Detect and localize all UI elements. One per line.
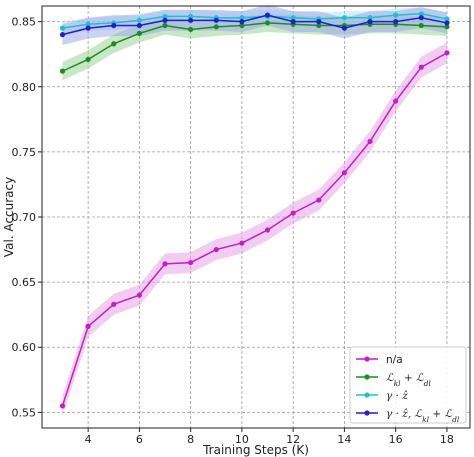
series-3-point — [136, 22, 142, 29]
series-1-point — [59, 68, 66, 74]
series-0-point — [290, 210, 296, 216]
series-2-point — [341, 15, 348, 21]
series-2-point — [136, 17, 142, 23]
series-1-point — [316, 22, 322, 29]
x-tick-label: 16 — [389, 433, 403, 446]
axis-ticks: 4 6 8 10 12 14 16 18 0.55 0.60 0.65 0.70 0.75 0.80 0.8… — [12, 16, 454, 446]
series-3-point — [290, 19, 296, 25]
series-1-point — [111, 41, 117, 47]
series-1-point — [162, 22, 168, 29]
series-1-point — [188, 26, 194, 33]
series-2-point — [444, 16, 450, 22]
y-tick-label: 0.55 — [12, 406, 37, 419]
y-tick-label: 0.60 — [12, 341, 37, 354]
series-3-point — [444, 20, 450, 26]
series-3-point — [59, 32, 66, 38]
legend-swatch-marker — [364, 356, 370, 362]
series-0-band — [62, 42, 447, 417]
series-3-point — [111, 22, 117, 29]
series-1-point — [136, 30, 142, 36]
y-tick-label: 0.75 — [12, 146, 37, 159]
series-0-point — [264, 227, 271, 233]
series-3-point — [85, 25, 91, 31]
series-2-point — [85, 21, 91, 27]
series-2-point — [418, 11, 424, 17]
legend-swatch-marker — [364, 410, 370, 416]
series-3-line — [62, 14, 448, 36]
x-tick-label: 10 — [235, 433, 249, 446]
series-3-point — [316, 19, 322, 25]
series-0-line — [61, 52, 448, 407]
series-1-point — [444, 24, 450, 30]
series-3-point — [341, 25, 348, 31]
series-0-point — [367, 138, 373, 145]
series-2-point — [367, 15, 373, 21]
legend-label: γ · ẑ — [386, 389, 408, 402]
series-3-point — [162, 17, 168, 23]
series-0-point — [188, 259, 194, 266]
legend-swatch-marker — [364, 392, 370, 398]
x-tick-label: 6 — [136, 433, 143, 446]
series-0-point — [444, 50, 450, 56]
series-1-point — [264, 20, 271, 26]
series-3-point — [213, 17, 219, 23]
series-2-point — [162, 13, 168, 20]
x-tick-label: 12 — [286, 433, 300, 446]
y-tick-label: 0.70 — [12, 211, 37, 224]
legend-label: γ · ẑ, ℒkl + ℒdl — [386, 407, 460, 424]
series-0-point — [239, 240, 245, 246]
legend-swatch-marker — [364, 374, 370, 380]
series-1-point — [239, 22, 245, 29]
series-0-point — [136, 292, 142, 298]
series-2-line — [62, 13, 448, 29]
series-1-line — [62, 22, 447, 72]
legend-label: n/a — [386, 354, 403, 366]
series-3-point — [239, 19, 245, 25]
series-0-point — [316, 197, 322, 203]
grid-lines — [42, 6, 470, 428]
y-tick-label: 0.85 — [12, 16, 37, 29]
y-axis-label: Val. Accuracy — [2, 177, 16, 257]
series-lines — [59, 11, 450, 409]
x-tick-label: 14 — [337, 433, 351, 446]
series-0-point — [111, 301, 117, 307]
series-2-point — [239, 15, 245, 21]
x-tick-label: 4 — [85, 433, 92, 446]
series-2-point — [290, 15, 296, 21]
legend-label: ℒkl + ℒdl — [386, 372, 431, 388]
series-2-point — [393, 12, 399, 18]
series-1-point — [418, 22, 424, 29]
x-tick-label: 18 — [440, 433, 454, 446]
series-3-point — [418, 15, 424, 21]
series-2-point — [188, 13, 194, 20]
series-3-point — [188, 17, 194, 23]
series-3-point — [264, 12, 271, 18]
y-tick-label: 0.80 — [12, 81, 37, 94]
series-0-point — [59, 403, 66, 409]
series-0-point — [162, 261, 168, 267]
series-0-point — [418, 64, 424, 70]
series-3-point — [367, 19, 373, 25]
x-tick-label: 8 — [187, 433, 194, 446]
x-axis-label: Training Steps (K) — [202, 443, 309, 457]
series-1-point — [85, 56, 91, 63]
series-3-point — [393, 19, 399, 25]
series-0-point — [341, 170, 348, 176]
legend-box — [349, 346, 467, 424]
series-2-point — [59, 25, 66, 31]
series-0-point — [85, 323, 91, 330]
series-0-point — [213, 246, 219, 253]
series-1-point — [213, 24, 219, 30]
series-0-point — [393, 98, 399, 104]
y-tick-label: 0.65 — [12, 276, 37, 289]
